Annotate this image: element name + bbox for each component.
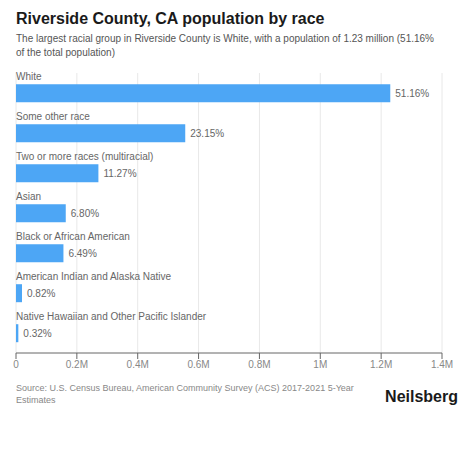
svg-text:Native Hawaiian and Other Paci: Native Hawaiian and Other Pacific Island… (16, 311, 207, 322)
svg-text:6.80%: 6.80% (71, 208, 99, 219)
svg-text:0.4M: 0.4M (127, 359, 149, 370)
svg-text:Asian: Asian (16, 191, 41, 202)
svg-text:Two or more races (multiracial: Two or more races (multiracial) (16, 151, 153, 162)
html-text:Neilsberg: Neilsberg (385, 388, 458, 406)
svg-text:23.15%: 23.15% (190, 128, 224, 139)
svg-text:0.2M: 0.2M (66, 359, 88, 370)
svg-text:0.82%: 0.82% (27, 288, 55, 299)
svg-text:1.4M: 1.4M (431, 359, 453, 370)
svg-text:White: White (16, 71, 42, 82)
svg-text:6.49%: 6.49% (68, 248, 96, 259)
html-text:Source: U.S. Census Bureau, Am: Source: U.S. Census Bureau, American Com… (16, 383, 354, 405)
svg-text:Black or African American: Black or African American (16, 231, 130, 242)
svg-text:Some other race: Some other race (16, 111, 90, 122)
svg-text:51.16%: 51.16% (395, 88, 429, 99)
svg-text:1.2M: 1.2M (370, 359, 392, 370)
svg-text:11.27%: 11.27% (103, 168, 136, 179)
html-text:Riverside County, CA populatio: Riverside County, CA population by race (16, 10, 325, 27)
svg-text:1M: 1M (313, 359, 327, 370)
svg-text:0: 0 (13, 359, 19, 370)
html-text:The largest racial group in Ri: The largest racial group in Riverside Co… (16, 33, 434, 58)
svg-text:0.8M: 0.8M (248, 359, 270, 370)
svg-text:0.6M: 0.6M (187, 359, 209, 370)
svg-text:0.32%: 0.32% (23, 328, 51, 339)
svg-text:American Indian and Alaska Nat: American Indian and Alaska Native (16, 271, 172, 282)
